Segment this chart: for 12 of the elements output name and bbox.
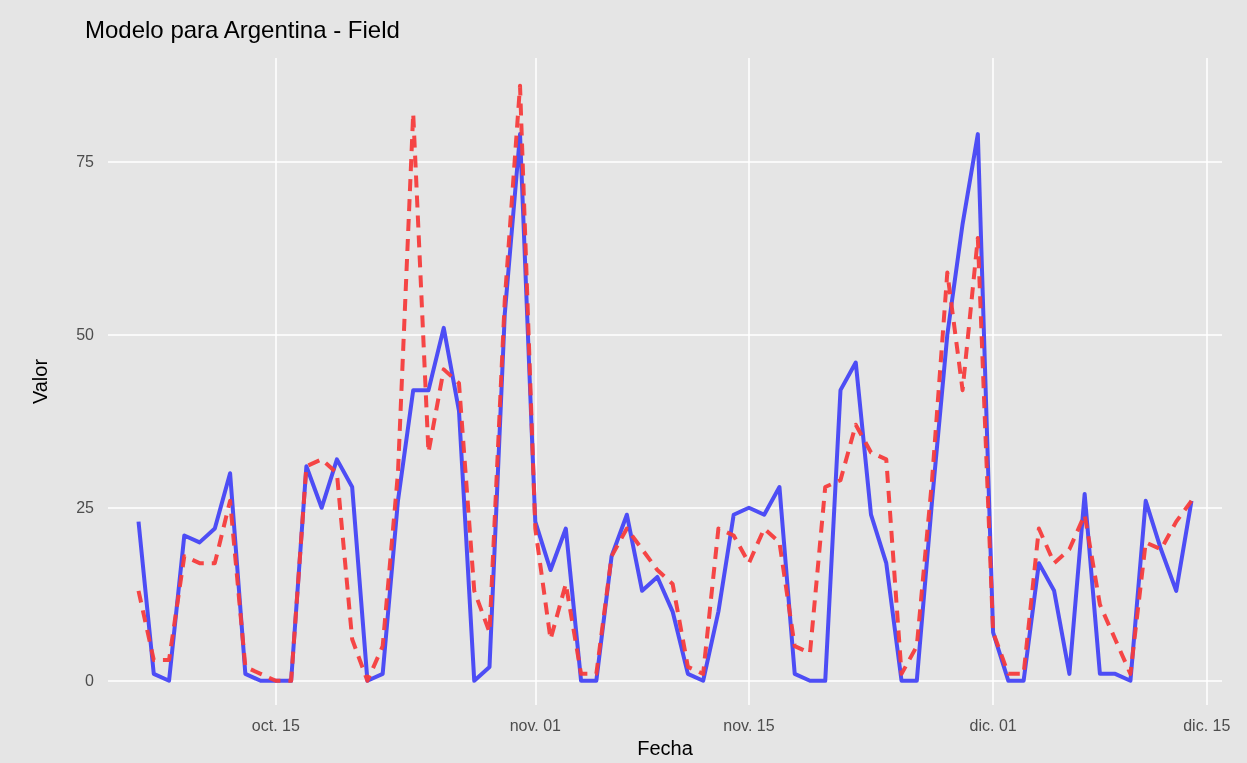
y-tick-label: 25 xyxy=(76,499,95,517)
x-tick-label: dic. 15 xyxy=(1183,716,1231,734)
x-axis-title: Fecha xyxy=(637,736,694,759)
y-tick-label: 0 xyxy=(85,672,95,690)
y-tick-label: 50 xyxy=(76,326,95,344)
x-tick-label: oct. 15 xyxy=(251,716,300,734)
y-axis-title: Valor xyxy=(29,358,51,405)
x-tick-label: nov. 15 xyxy=(723,716,775,734)
y-tick-label: 75 xyxy=(76,153,95,171)
chart-title: Modelo para Argentina - Field xyxy=(85,15,400,43)
x-tick-label: nov. 01 xyxy=(509,716,562,734)
x-tick-label: dic. 01 xyxy=(969,716,1017,734)
